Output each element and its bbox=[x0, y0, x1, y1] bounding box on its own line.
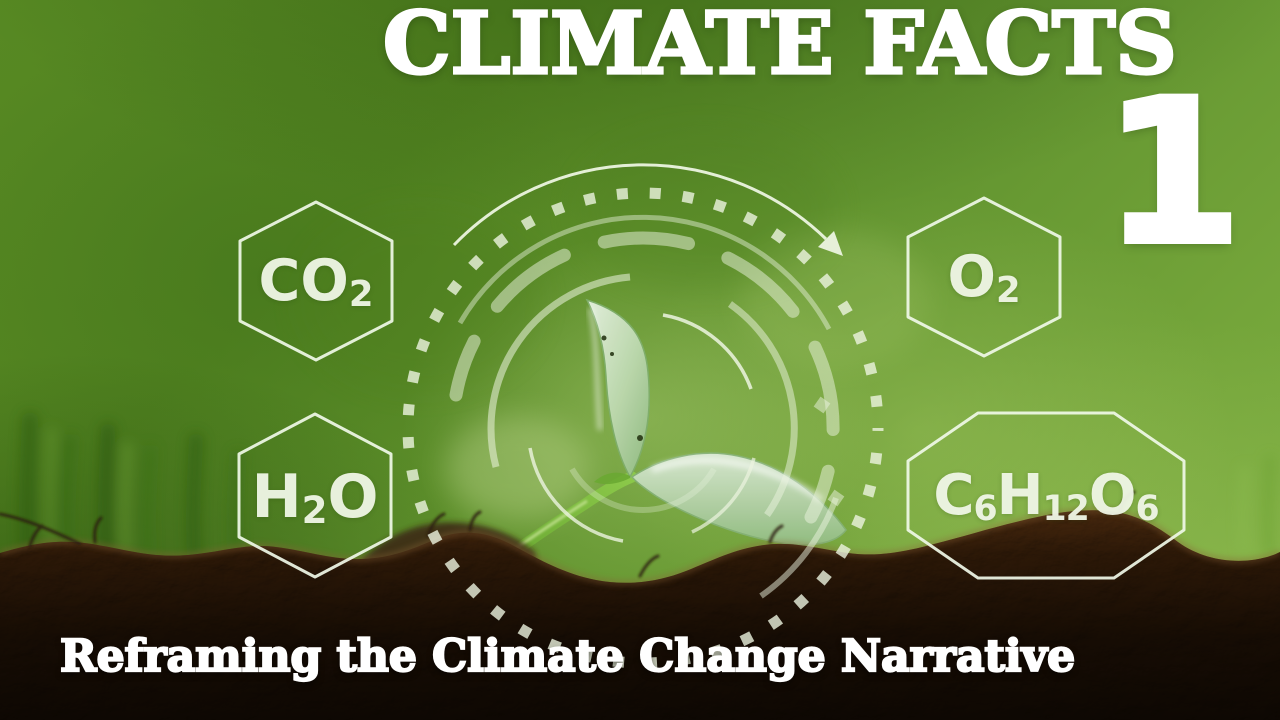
o2-symbol: O bbox=[947, 244, 996, 310]
mid-arc-left bbox=[487, 273, 631, 468]
glucose-subscript-6b: 6 bbox=[1135, 488, 1159, 529]
dotted-ring bbox=[402, 187, 884, 669]
h2o-symbol-h: H bbox=[251, 462, 302, 532]
co2-subscript: 2 bbox=[348, 274, 374, 315]
o2-label: O2 bbox=[908, 244, 1060, 311]
inner-arc-bottom-left bbox=[528, 447, 624, 543]
o2-subscript: 2 bbox=[995, 270, 1021, 311]
glucose-symbol-h: H bbox=[996, 463, 1044, 528]
cycle-arrow-icon bbox=[452, 163, 828, 247]
seedling-leaf-upper bbox=[585, 298, 650, 479]
glucose-subscript-12: 12 bbox=[1042, 488, 1090, 529]
glucose-octagon bbox=[906, 411, 1186, 580]
page-title: CLIMATE FACTS bbox=[381, 0, 1178, 94]
seedling-illustration bbox=[497, 298, 847, 566]
cycle-arrowhead-icon bbox=[818, 231, 843, 256]
h2o-subscript: 2 bbox=[301, 488, 328, 533]
co2-label: CO2 bbox=[240, 248, 392, 315]
glucose-label: C6H12O6 bbox=[908, 463, 1184, 529]
glucose-symbol-c: C bbox=[933, 463, 974, 528]
soil-foreground bbox=[0, 490, 1280, 720]
tagline: Reframing the Climate Change Narrative bbox=[59, 630, 1076, 683]
h2o-symbol-o: O bbox=[327, 462, 379, 532]
background-bokeh bbox=[300, 130, 930, 520]
outer-arc-bottom-right bbox=[759, 496, 839, 599]
thin-ring-arc bbox=[457, 214, 832, 331]
leaf-specks bbox=[601, 335, 643, 441]
glucose-symbol-o: O bbox=[1088, 463, 1137, 528]
mid-arc-right bbox=[727, 301, 798, 517]
seedling-bract bbox=[594, 472, 630, 485]
co2-hexagon bbox=[238, 200, 394, 362]
photosynthesis-cycle-rings bbox=[402, 163, 884, 669]
seedling-leaf-right bbox=[630, 452, 847, 546]
h2o-label: H2O bbox=[239, 462, 391, 532]
glucose-subscript-6a: 6 bbox=[973, 488, 997, 529]
innermost-arc bbox=[569, 467, 717, 513]
inner-arc-bottom-right bbox=[691, 457, 756, 534]
inner-arc-top-right bbox=[662, 313, 753, 390]
soil-root-sprigs bbox=[0, 490, 1136, 578]
thick-dash-ring bbox=[449, 231, 840, 524]
h2o-hexagon bbox=[237, 412, 393, 579]
o2-hexagon bbox=[906, 196, 1062, 358]
co2-symbol: CO bbox=[258, 248, 349, 314]
episode-number: 1 bbox=[1101, 57, 1245, 288]
molecule-shapes bbox=[237, 196, 1186, 580]
